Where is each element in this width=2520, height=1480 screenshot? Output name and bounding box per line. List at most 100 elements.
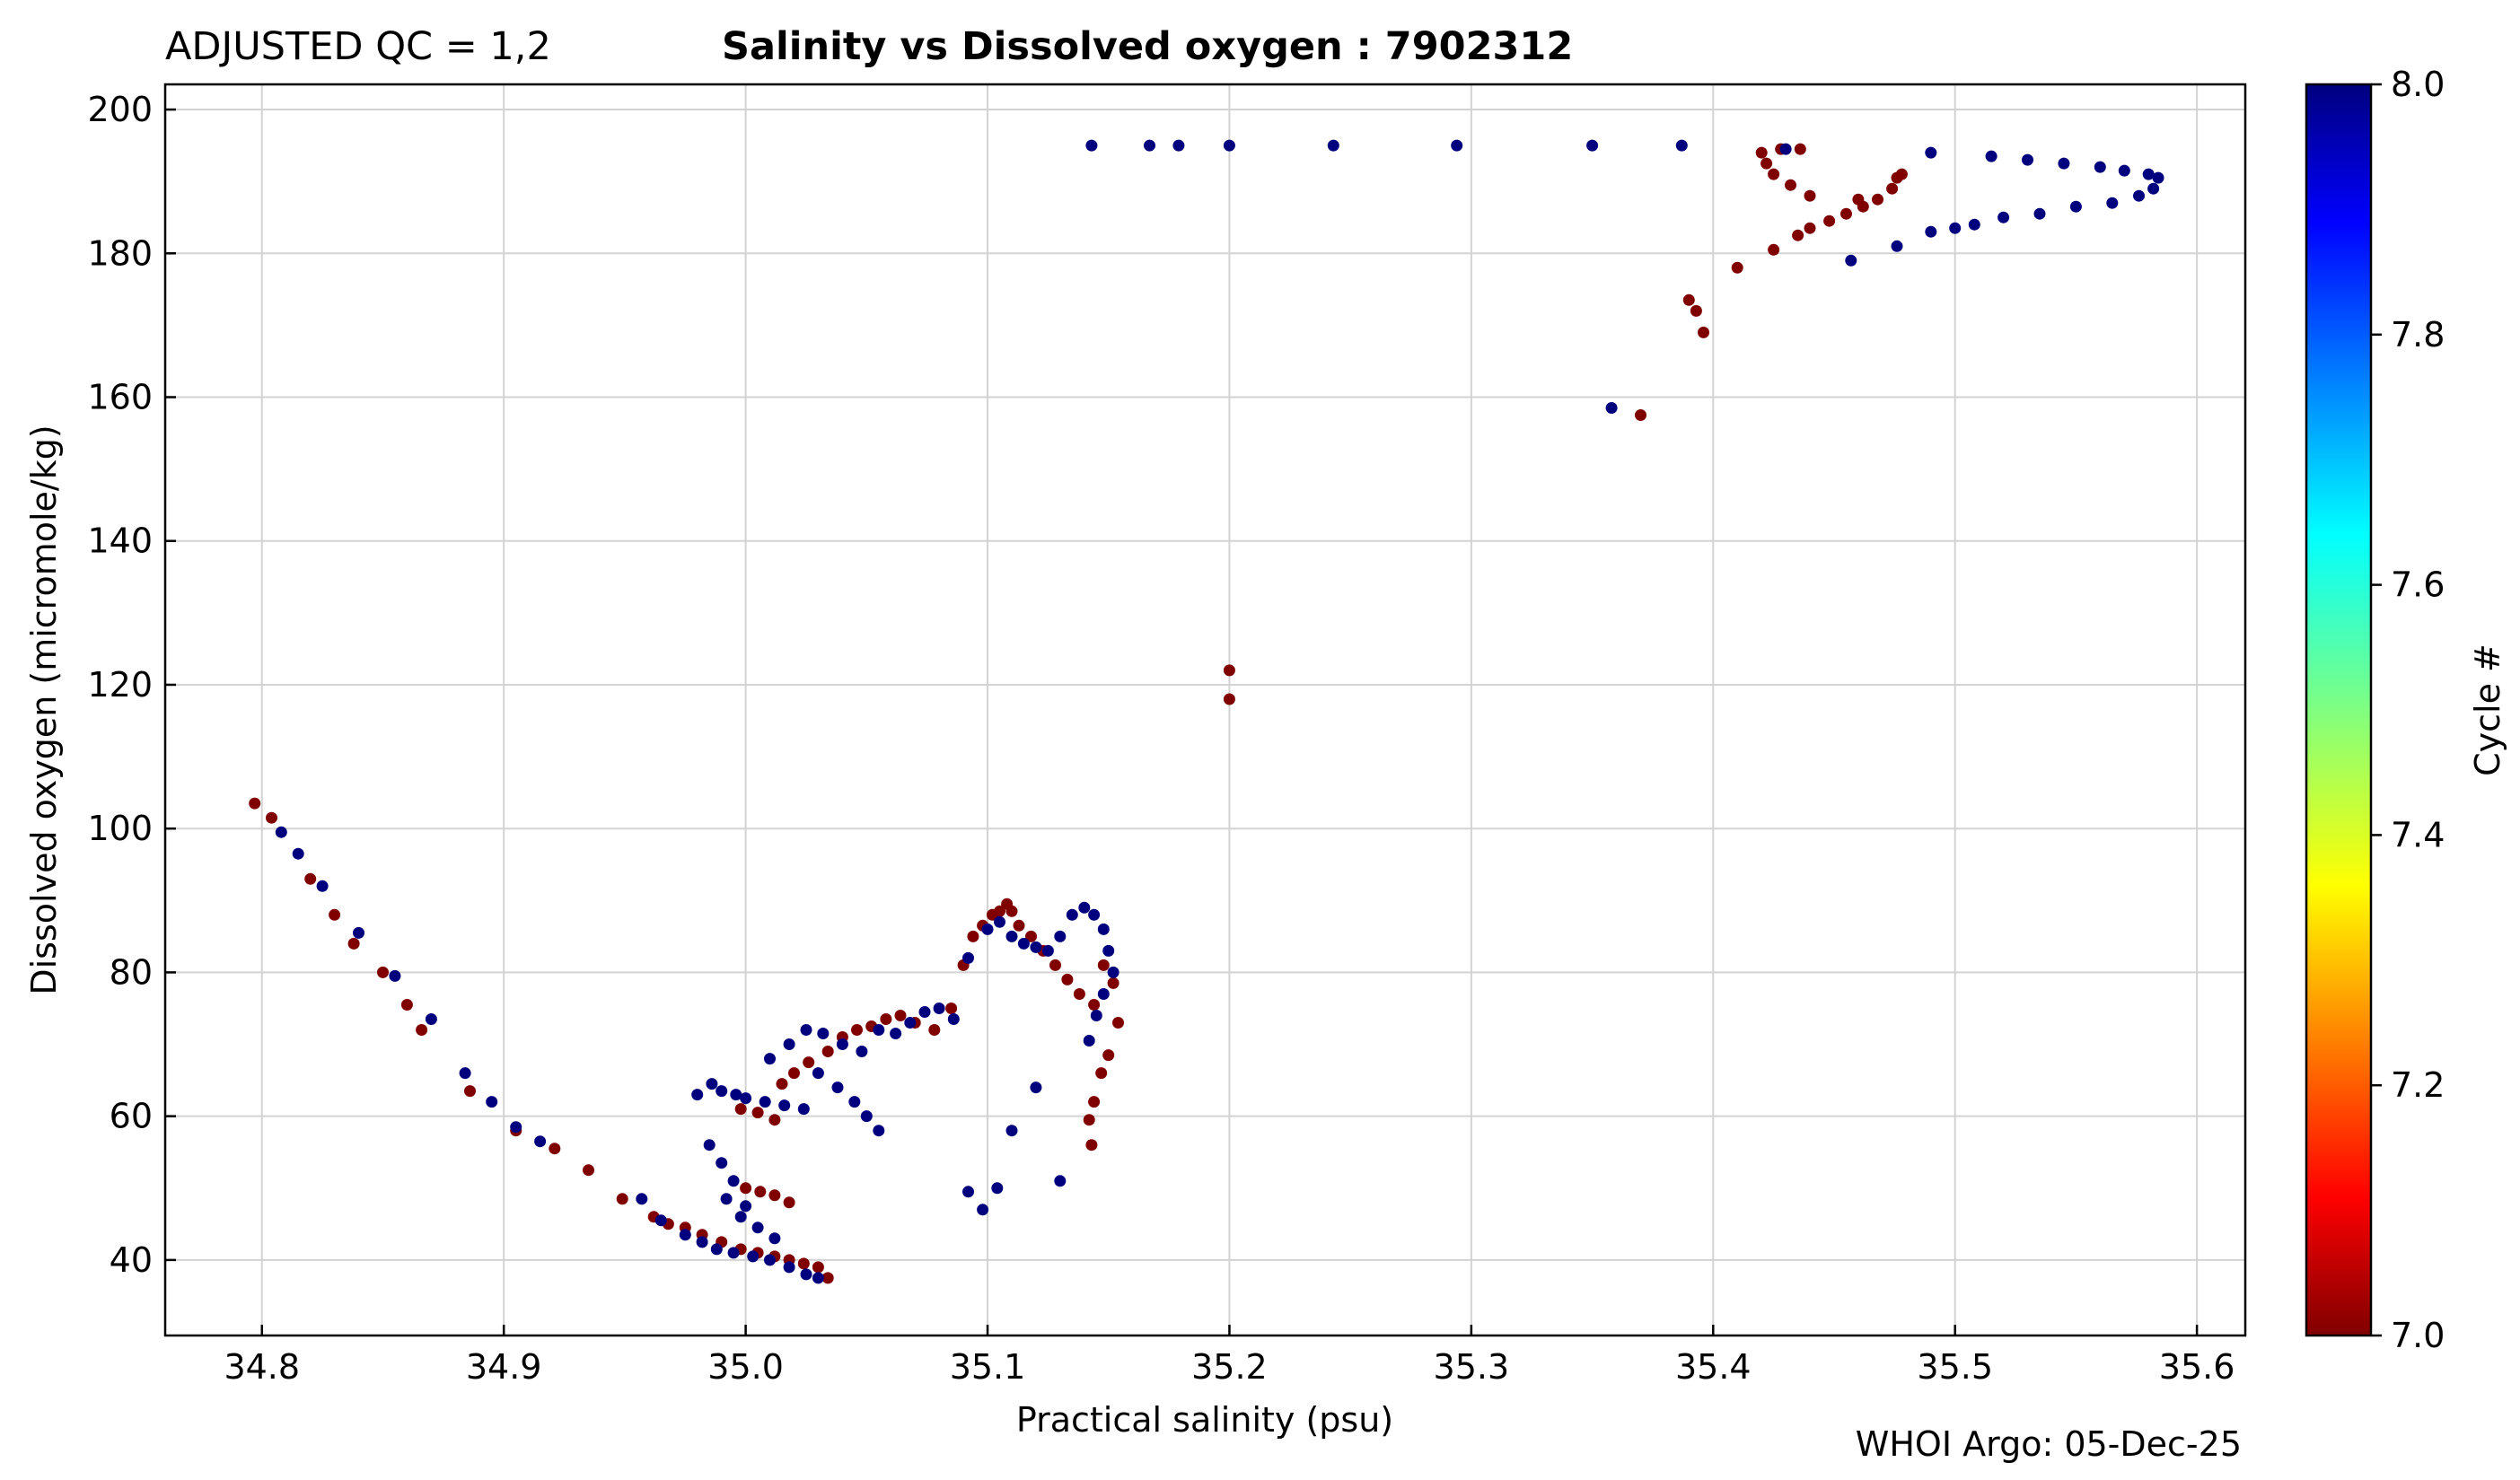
- data-point: [1041, 944, 1054, 957]
- data-point: [747, 1250, 760, 1263]
- data-point: [1073, 988, 1085, 1000]
- data-point: [654, 1214, 667, 1227]
- chart-title: Salinity vs Dissolved oxygen : 7902312: [722, 24, 1573, 69]
- data-point: [459, 1067, 471, 1080]
- colorbar-tick-label: 7.0: [2391, 1316, 2445, 1355]
- data-point: [1097, 988, 1110, 1000]
- data-point: [778, 1099, 791, 1112]
- data-point: [329, 908, 341, 921]
- data-point: [353, 926, 364, 939]
- data-point: [1682, 293, 1695, 306]
- data-point: [1785, 179, 1796, 191]
- x-tick-label: 35.5: [1917, 1347, 1993, 1387]
- data-point: [2152, 171, 2164, 184]
- data-point: [962, 1186, 974, 1198]
- data-point: [1054, 1175, 1067, 1187]
- data-point: [1852, 193, 1865, 206]
- x-tick-label: 35.1: [950, 1347, 1026, 1387]
- qc-label: ADJUSTED QC = 1,2: [165, 24, 551, 69]
- data-point: [727, 1175, 740, 1187]
- data-point: [783, 1196, 795, 1209]
- x-tick-label: 35.2: [1191, 1347, 1268, 1387]
- data-point: [1005, 905, 1018, 917]
- x-axis: 34.8 34.9 35.0 35.1 35.2 35.3 35.4 35.5 35.6: [224, 1325, 2235, 1387]
- data-point: [1005, 930, 1018, 942]
- data-point: [1049, 959, 1061, 971]
- data-point: [894, 1010, 907, 1021]
- data-point: [706, 1078, 718, 1090]
- data-point: [740, 1182, 752, 1195]
- data-point: [2033, 207, 2046, 220]
- data-point: [947, 1013, 960, 1025]
- data-point: [873, 1024, 885, 1036]
- x-tick-label: 35.6: [2159, 1347, 2235, 1387]
- data-point: [1223, 693, 1235, 705]
- data-point: [856, 1046, 868, 1057]
- data-point: [1804, 189, 1816, 202]
- data-point: [2118, 164, 2130, 177]
- y-tick-label: 180: [87, 233, 153, 273]
- data-point: [1845, 254, 1857, 267]
- data-point: [740, 1200, 752, 1213]
- data-point: [1768, 243, 1780, 256]
- y-tick-label: 140: [87, 521, 153, 561]
- data-point: [1891, 240, 1903, 252]
- data-point: [783, 1038, 795, 1050]
- x-tick-label: 35.0: [707, 1347, 784, 1387]
- data-point: [945, 1003, 958, 1014]
- data-point: [549, 1143, 561, 1155]
- data-point: [803, 1056, 815, 1069]
- data-point: [880, 1013, 892, 1025]
- data-point: [1223, 664, 1235, 677]
- data-point: [1586, 139, 1599, 152]
- data-point: [2058, 157, 2070, 170]
- data-point: [1925, 146, 1937, 159]
- data-point: [1823, 215, 1836, 227]
- data-point: [1085, 1139, 1098, 1152]
- plot-frame: [163, 83, 2247, 1337]
- data-point: [1968, 218, 1980, 231]
- data-point: [1794, 143, 1806, 155]
- data-point: [1061, 973, 1074, 985]
- data-point: [1083, 1114, 1095, 1126]
- colorbar-tick-label: 7.2: [2391, 1065, 2445, 1105]
- data-point: [2069, 200, 2082, 213]
- data-point: [1095, 1067, 1108, 1080]
- data-point: [1840, 207, 1852, 220]
- data-point: [797, 1257, 810, 1270]
- data-point: [812, 1261, 824, 1274]
- data-point: [616, 1193, 628, 1205]
- data-point: [425, 1013, 437, 1025]
- data-point: [734, 1103, 747, 1116]
- data-point: [696, 1236, 708, 1248]
- data-point: [1779, 143, 1792, 155]
- data-point: [1088, 908, 1101, 921]
- x-tick-label: 34.9: [466, 1347, 542, 1387]
- data-point: [316, 880, 329, 892]
- data-point: [486, 1096, 498, 1108]
- y-tick-label: 120: [87, 665, 153, 705]
- data-point: [275, 826, 287, 838]
- grid-lines: [165, 84, 2245, 1336]
- data-point: [768, 1189, 781, 1202]
- data-point: [1097, 959, 1110, 971]
- data-point: [710, 1243, 723, 1256]
- data-point: [510, 1121, 522, 1134]
- data-point: [1090, 1010, 1102, 1021]
- data-point: [904, 1017, 917, 1029]
- data-point: [933, 1003, 945, 1014]
- data-point: [1895, 168, 1908, 180]
- data-point: [1025, 930, 1037, 942]
- data-point: [768, 1114, 781, 1126]
- data-point: [679, 1229, 691, 1241]
- data-point: [1605, 402, 1618, 414]
- data-point: [636, 1193, 648, 1205]
- y-axis: 40 60 80 100 120 140 160 180 200: [87, 90, 176, 1280]
- data-point: [764, 1254, 776, 1266]
- y-tick-label: 100: [87, 809, 153, 848]
- data-point: [720, 1193, 733, 1205]
- colorbar: [2305, 83, 2373, 1337]
- data-point: [1112, 1017, 1124, 1029]
- data-point: [981, 923, 994, 935]
